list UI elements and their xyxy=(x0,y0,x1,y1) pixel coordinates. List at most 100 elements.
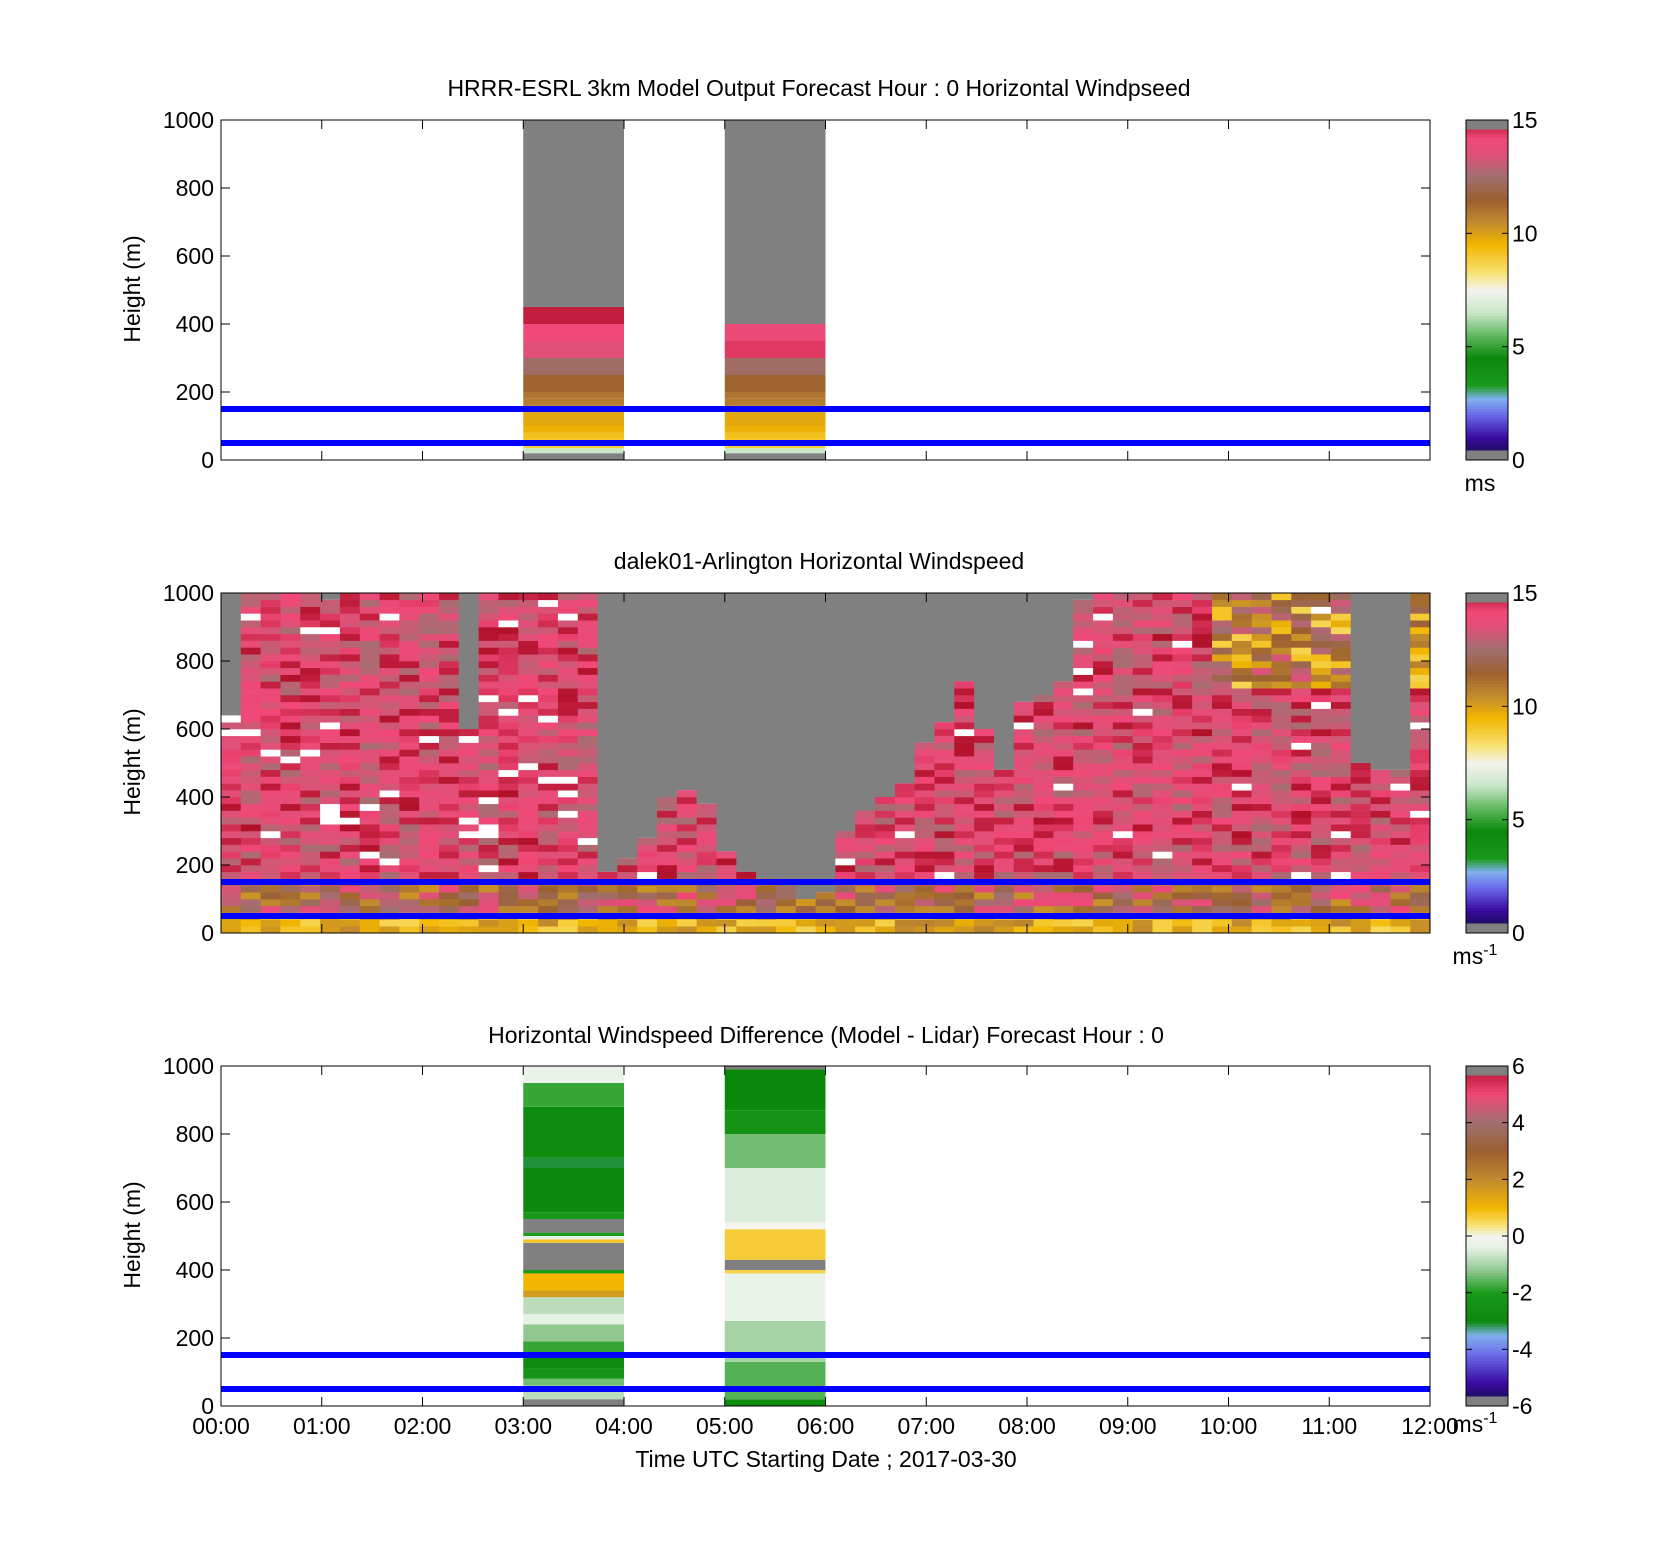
heatmap-cell xyxy=(260,783,281,791)
heatmap-cell xyxy=(379,858,400,866)
heatmap-cell xyxy=(1172,851,1193,859)
heatmap-cell xyxy=(280,763,301,771)
heatmap-cell xyxy=(1231,599,1253,607)
heatmap-cell xyxy=(538,729,559,737)
heatmap-cell xyxy=(221,926,242,934)
colorbar-swatch xyxy=(1466,369,1508,373)
heatmap-cell xyxy=(577,627,599,635)
colorbar-swatch xyxy=(1466,700,1508,704)
colorbar-swatch xyxy=(1466,414,1508,418)
heatmap-cell xyxy=(914,885,936,893)
heatmap-cell xyxy=(676,790,698,798)
heatmap-cell xyxy=(724,1361,826,1400)
heatmap-cell xyxy=(1271,688,1292,696)
heatmap-cell xyxy=(1231,756,1253,764)
heatmap-cell xyxy=(954,695,975,703)
heatmap-cell xyxy=(1370,769,1391,777)
heatmap-cell xyxy=(439,674,460,682)
heatmap-cell xyxy=(419,899,440,907)
colorbar-swatch xyxy=(1466,1193,1508,1197)
heatmap-cell xyxy=(1112,742,1134,750)
heatmap-cell xyxy=(221,831,242,839)
heatmap-cell xyxy=(1410,763,1431,771)
colorbar-swatch xyxy=(1466,1275,1508,1279)
heatmap-cell xyxy=(954,769,975,777)
heatmap-cell xyxy=(300,871,321,879)
heatmap-cell xyxy=(993,905,1015,913)
heatmap-cell xyxy=(1073,593,1094,600)
heatmap-cell xyxy=(1112,837,1134,845)
heatmap-cell xyxy=(538,885,559,893)
heatmap-cell xyxy=(419,837,440,845)
heatmap-cell xyxy=(439,708,460,716)
heatmap-cell xyxy=(1073,803,1094,811)
heatmap-cell xyxy=(518,803,539,811)
heatmap-cell xyxy=(1211,919,1233,927)
heatmap-cell xyxy=(1073,667,1094,675)
heatmap-cell xyxy=(1251,742,1272,750)
heatmap-cell xyxy=(557,871,579,879)
heatmap-cell xyxy=(1291,661,1312,669)
heatmap-cell xyxy=(1132,810,1154,818)
heatmap-cell xyxy=(320,763,341,771)
heatmap-cell xyxy=(1172,783,1193,791)
heatmap-cell xyxy=(1410,708,1431,716)
colorbar-swatch xyxy=(1466,1374,1508,1379)
colorbar-tick-label: 0 xyxy=(1512,920,1525,946)
heatmap-cell xyxy=(240,647,262,655)
heatmap-cell xyxy=(379,742,400,750)
heatmap-cell xyxy=(1330,742,1352,750)
heatmap-cell xyxy=(538,633,559,641)
heatmap-cell xyxy=(676,885,698,893)
heatmap-cell xyxy=(240,803,262,811)
heatmap-cell xyxy=(399,817,420,825)
heatmap-cell xyxy=(240,905,262,913)
heatmap-cell xyxy=(934,783,955,791)
heatmap-cell xyxy=(1271,633,1292,641)
x-tick-label: 06:00 xyxy=(797,1413,855,1439)
heatmap-cell xyxy=(221,885,242,893)
heatmap-cell xyxy=(1093,865,1114,873)
heatmap-cell xyxy=(954,817,975,825)
heatmap-cell xyxy=(339,871,361,879)
colorbar-swatch xyxy=(1466,239,1508,243)
heatmap-cell xyxy=(260,844,281,852)
heatmap-cell xyxy=(795,899,817,907)
heatmap-cell xyxy=(339,688,361,696)
colorbar-swatch xyxy=(1466,1253,1508,1257)
heatmap-cell xyxy=(538,865,559,873)
heatmap-cell xyxy=(379,905,400,913)
heatmap-cell xyxy=(518,627,539,635)
heatmap-cell xyxy=(617,919,638,927)
heatmap-cell xyxy=(1013,865,1035,873)
heatmap-cell xyxy=(1330,613,1352,621)
heatmap-cell xyxy=(518,593,539,601)
heatmap-cell xyxy=(280,776,301,784)
heatmap-cell xyxy=(1330,926,1352,934)
heatmap-cell xyxy=(1192,647,1213,655)
colorbar-swatch xyxy=(1466,785,1508,789)
heatmap-cell xyxy=(339,831,361,839)
heatmap-cell xyxy=(1370,776,1391,784)
heatmap-cell xyxy=(1231,797,1253,805)
heatmap-cell xyxy=(617,865,638,873)
heatmap-cell xyxy=(339,681,361,689)
heatmap-cell xyxy=(1192,627,1213,635)
colorbar-swatch xyxy=(1466,666,1508,670)
heatmap-cell xyxy=(696,885,717,893)
heatmap-cell xyxy=(538,851,559,859)
heatmap-cell xyxy=(339,797,361,805)
heatmap-cell xyxy=(300,905,321,913)
heatmap-cell xyxy=(1251,613,1272,621)
heatmap-cell xyxy=(1251,749,1272,757)
heatmap-cell xyxy=(1231,899,1253,907)
heatmap-cell xyxy=(538,776,559,784)
colorbar-swatch xyxy=(1466,1142,1508,1146)
heatmap-cell xyxy=(974,729,995,737)
heatmap-cell xyxy=(914,763,936,771)
heatmap-cell xyxy=(1112,763,1134,771)
colorbar-swatch xyxy=(1466,188,1508,192)
heatmap-cell xyxy=(657,851,678,859)
heatmap-cell xyxy=(419,844,440,852)
